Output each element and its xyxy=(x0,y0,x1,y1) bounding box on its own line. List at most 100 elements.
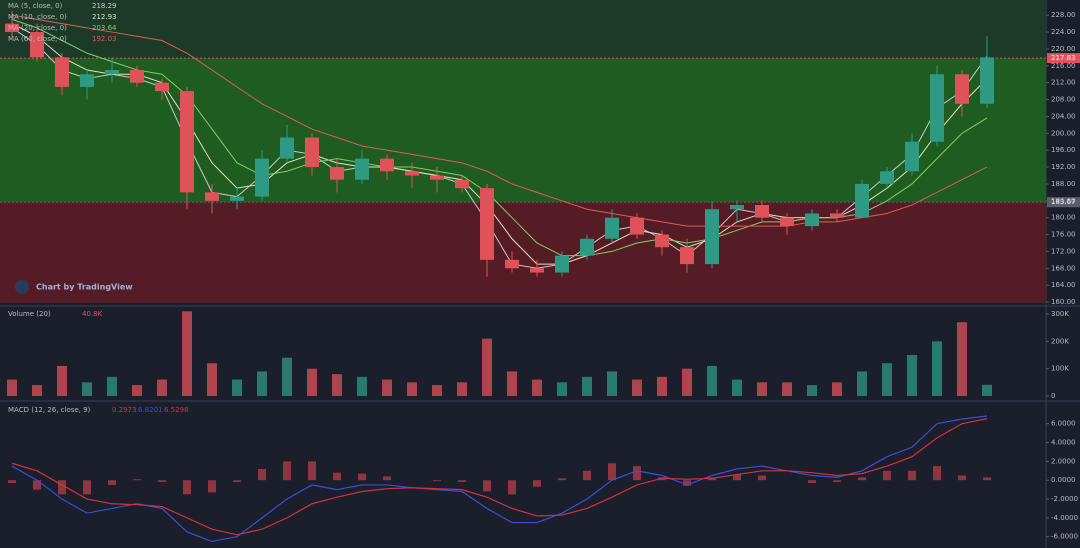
legend-entry: MA (60, close, 0) xyxy=(8,35,67,43)
volume-bar xyxy=(282,357,292,396)
histogram-bar xyxy=(958,475,966,481)
volume-bar xyxy=(982,384,992,396)
line xyxy=(11,415,988,543)
histogram-bar xyxy=(633,466,641,481)
candle-body xyxy=(730,205,744,210)
candle-body xyxy=(405,171,419,176)
volume-bar xyxy=(357,376,367,396)
volume-bar xyxy=(257,371,267,396)
line xyxy=(11,14,988,227)
candle-body xyxy=(330,167,344,180)
legend-value: 203.64 xyxy=(92,24,117,32)
volume-bar xyxy=(532,379,542,396)
candle-body xyxy=(205,192,219,201)
histogram-bar xyxy=(208,480,216,493)
candle-body xyxy=(130,70,144,83)
candle-body xyxy=(880,171,894,184)
y-tick-label: 200K xyxy=(1051,337,1069,345)
y-tick-label: 164.00 xyxy=(1051,281,1076,289)
histogram-bar xyxy=(183,480,191,495)
histogram-bar xyxy=(933,466,941,481)
zone xyxy=(0,202,1046,303)
volume-bar xyxy=(807,385,817,396)
y-tick-label: 184.00 xyxy=(1051,197,1076,205)
histogram-bar xyxy=(283,461,291,481)
y-tick-label: 220.00 xyxy=(1051,45,1076,53)
histogram-bar xyxy=(833,480,841,483)
volume-bar xyxy=(482,338,492,396)
volume-bar xyxy=(407,382,417,396)
y-tick-label: 212.00 xyxy=(1051,79,1076,87)
volume-bar xyxy=(932,341,942,396)
legend-entry: MA (10, close, 0) xyxy=(8,13,67,21)
candle-body xyxy=(780,217,794,227)
y-tick-label: 228.00 xyxy=(1051,11,1076,19)
volume-bar xyxy=(957,322,967,396)
histogram-bar xyxy=(883,470,891,481)
volume-bar xyxy=(182,311,192,396)
histogram-bar xyxy=(133,479,141,481)
candle-body xyxy=(680,247,694,265)
volume-bar xyxy=(882,363,892,396)
y-tick-label: 6.0000 xyxy=(1051,420,1076,428)
candle-body xyxy=(105,70,119,75)
pane-value: 0.2973 xyxy=(112,406,137,414)
histogram-bar xyxy=(158,480,166,483)
y-tick-label: 196.00 xyxy=(1051,146,1076,154)
candle-body xyxy=(505,259,519,269)
watermark: Chart by TradingView xyxy=(36,283,133,292)
volume-bar xyxy=(757,382,767,396)
y-tick-label: -4.0000 xyxy=(1051,514,1078,522)
volume-bar xyxy=(207,363,217,396)
legend-entry: MA (20, close, 0) xyxy=(8,24,67,32)
y-tick-label: 208.00 xyxy=(1051,96,1076,104)
y-tick-label: 204.00 xyxy=(1051,112,1076,120)
volume-bar xyxy=(307,368,317,396)
histogram-bar xyxy=(258,468,266,481)
candle-body xyxy=(980,57,994,104)
candle-body xyxy=(805,213,819,227)
histogram-bar xyxy=(358,473,366,481)
volume-bar xyxy=(682,368,692,396)
price-badge-label: 183.67 xyxy=(1051,198,1076,206)
watermark-icon xyxy=(15,280,29,294)
histogram-bar xyxy=(533,480,541,487)
volume-bar xyxy=(557,382,567,396)
candle-body xyxy=(580,238,594,256)
candle-body xyxy=(755,205,769,218)
candle-body xyxy=(280,137,294,159)
histogram-bar xyxy=(308,461,316,481)
histogram-bar xyxy=(33,480,41,490)
y-tick-label: 188.00 xyxy=(1051,180,1076,188)
histogram-bar xyxy=(908,470,916,481)
histogram-bar xyxy=(858,477,866,481)
volume-bar xyxy=(157,379,167,396)
legend-value: 192.03 xyxy=(92,35,117,43)
histogram-bar xyxy=(383,476,391,481)
zone xyxy=(0,58,1046,203)
histogram-bar xyxy=(83,480,91,495)
y-tick-label: 180.00 xyxy=(1051,214,1076,222)
y-tick-label: 200.00 xyxy=(1051,129,1076,137)
candle-body xyxy=(55,57,69,87)
candle-body xyxy=(80,74,94,87)
price-badge-label: 217.83 xyxy=(1051,54,1076,62)
y-tick-label: 168.00 xyxy=(1051,264,1076,272)
y-tick-label: 160.00 xyxy=(1051,298,1076,306)
volume-bar xyxy=(607,371,617,396)
candle-body xyxy=(305,137,319,168)
candle-body xyxy=(855,183,869,218)
candle-body xyxy=(955,74,969,104)
y-tick-label: 192.00 xyxy=(1051,163,1076,171)
y-tick-label: 300K xyxy=(1051,310,1069,318)
candle-body xyxy=(655,234,669,248)
histogram-bar xyxy=(758,475,766,481)
volume-bar xyxy=(732,379,742,396)
histogram-bar xyxy=(608,463,616,481)
volume-bar xyxy=(332,374,342,396)
zone xyxy=(0,0,1046,59)
volume-bar xyxy=(432,385,442,396)
y-tick-label: 172.00 xyxy=(1051,247,1076,255)
volume-bar xyxy=(582,376,592,396)
